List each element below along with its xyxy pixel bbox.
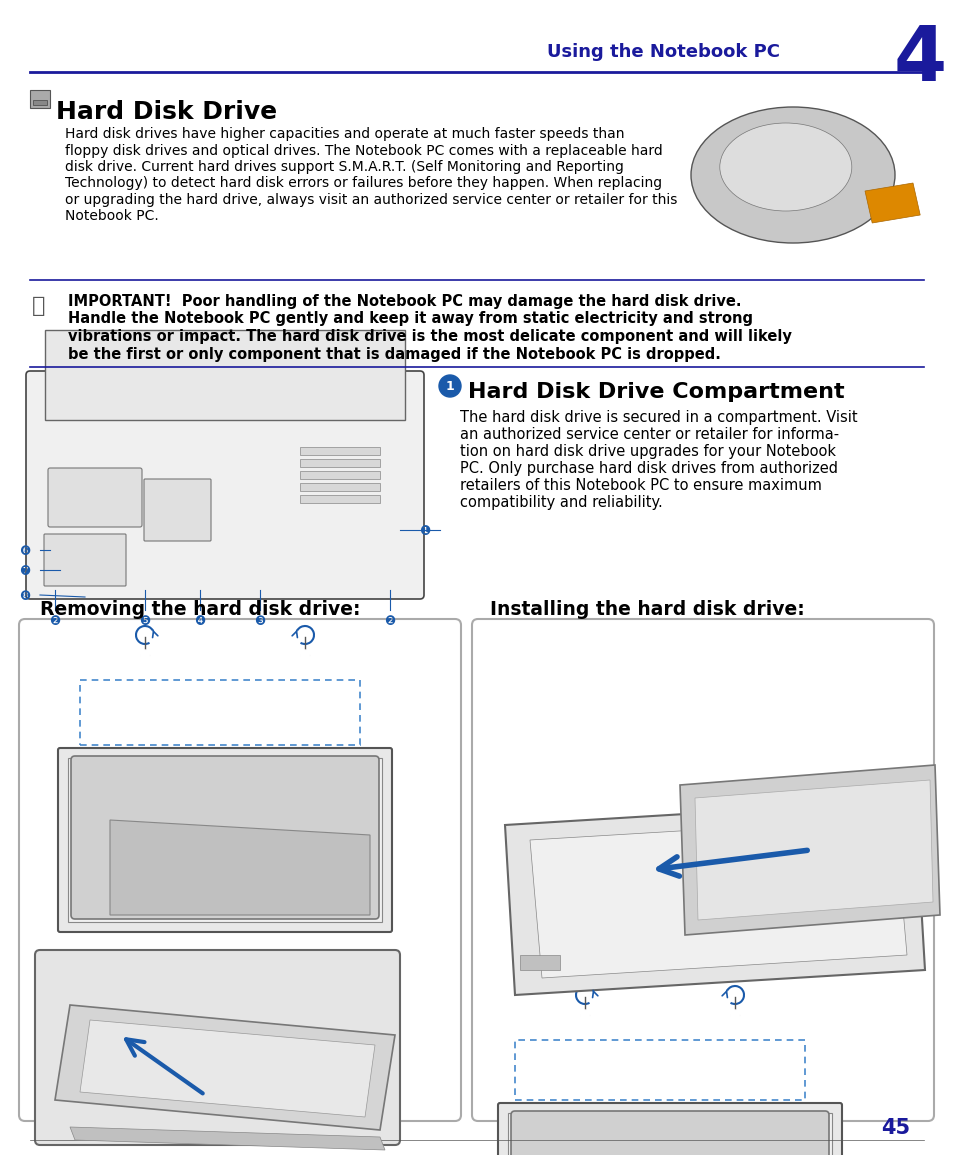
Text: Installing the hard disk drive:: Installing the hard disk drive: xyxy=(490,599,804,619)
Text: compatibility and reliability.: compatibility and reliability. xyxy=(459,495,662,511)
FancyBboxPatch shape xyxy=(19,619,460,1122)
Bar xyxy=(519,955,559,970)
Text: PC. Only purchase hard disk drives from authorized: PC. Only purchase hard disk drives from … xyxy=(459,461,837,476)
Text: ❽: ❽ xyxy=(19,590,30,603)
FancyBboxPatch shape xyxy=(26,371,423,599)
Bar xyxy=(30,90,50,109)
Text: disk drive. Current hard drives support S.M.A.R.T. (Self Monitoring and Reportin: disk drive. Current hard drives support … xyxy=(65,161,623,174)
Bar xyxy=(515,1040,804,1100)
Bar xyxy=(45,330,405,420)
Text: an authorized service center or retailer for informa-: an authorized service center or retailer… xyxy=(459,427,839,442)
Text: ❻: ❻ xyxy=(19,545,30,558)
FancyBboxPatch shape xyxy=(472,619,933,1122)
Text: 45: 45 xyxy=(880,1118,909,1138)
Polygon shape xyxy=(504,800,924,994)
Text: The hard disk drive is secured in a compartment. Visit: The hard disk drive is secured in a comp… xyxy=(459,410,857,425)
FancyBboxPatch shape xyxy=(58,748,392,932)
Bar xyxy=(507,1113,831,1155)
Bar xyxy=(299,471,379,479)
Text: Handle the Notebook PC gently and keep it away from static electricity and stron: Handle the Notebook PC gently and keep i… xyxy=(68,312,752,327)
Text: ❼: ❼ xyxy=(19,565,30,578)
FancyBboxPatch shape xyxy=(48,468,142,527)
Bar xyxy=(299,447,379,455)
Text: Hard Disk Drive: Hard Disk Drive xyxy=(56,100,276,124)
Text: ❷: ❷ xyxy=(384,614,395,628)
Text: 🖐: 🖐 xyxy=(32,296,46,316)
Text: ❸: ❸ xyxy=(254,614,265,628)
Text: Notebook PC.: Notebook PC. xyxy=(65,209,158,224)
Polygon shape xyxy=(679,765,939,936)
Text: ❺: ❺ xyxy=(139,614,151,628)
Bar xyxy=(299,483,379,491)
Bar xyxy=(299,459,379,467)
Text: ❷: ❷ xyxy=(50,614,61,628)
Polygon shape xyxy=(864,182,920,223)
Circle shape xyxy=(140,650,150,660)
Ellipse shape xyxy=(690,107,894,243)
Polygon shape xyxy=(110,820,370,915)
Polygon shape xyxy=(55,1005,395,1130)
Ellipse shape xyxy=(720,122,851,211)
Polygon shape xyxy=(695,780,932,921)
Text: ❹: ❹ xyxy=(194,614,206,628)
FancyArrowPatch shape xyxy=(659,850,806,877)
Bar xyxy=(80,680,359,745)
Text: vibrations or impact. The hard disk drive is the most delicate component and wil: vibrations or impact. The hard disk driv… xyxy=(68,329,791,344)
Text: tion on hard disk drive upgrades for your Notebook: tion on hard disk drive upgrades for you… xyxy=(459,444,835,459)
Text: Hard Disk Drive Compartment: Hard Disk Drive Compartment xyxy=(468,382,843,402)
FancyBboxPatch shape xyxy=(71,757,378,919)
Text: IMPORTANT!  Poor handling of the Notebook PC may damage the hard disk drive.: IMPORTANT! Poor handling of the Notebook… xyxy=(68,295,740,310)
FancyBboxPatch shape xyxy=(497,1103,841,1155)
FancyBboxPatch shape xyxy=(35,951,399,1145)
Text: retailers of this Notebook PC to ensure maximum: retailers of this Notebook PC to ensure … xyxy=(459,478,821,493)
Text: Removing the hard disk drive:: Removing the hard disk drive: xyxy=(40,599,360,619)
Text: or upgrading the hard drive, always visit an authorized service center or retail: or upgrading the hard drive, always visi… xyxy=(65,193,677,207)
Text: Using the Notebook PC: Using the Notebook PC xyxy=(546,43,780,61)
FancyBboxPatch shape xyxy=(44,534,126,586)
Polygon shape xyxy=(530,818,906,978)
Circle shape xyxy=(299,650,310,660)
Text: Technology) to detect hard disk errors or failures before they happen. When repl: Technology) to detect hard disk errors o… xyxy=(65,177,661,191)
Text: Hard disk drives have higher capacities and operate at much faster speeds than: Hard disk drives have higher capacities … xyxy=(65,127,624,141)
Text: be the first or only component that is damaged if the Notebook PC is dropped.: be the first or only component that is d… xyxy=(68,346,720,362)
Text: 1: 1 xyxy=(445,380,454,393)
Polygon shape xyxy=(70,1127,385,1150)
Bar xyxy=(299,495,379,502)
Circle shape xyxy=(438,375,460,397)
Text: ❶: ❶ xyxy=(419,526,430,538)
FancyBboxPatch shape xyxy=(144,479,211,541)
Bar xyxy=(68,758,381,922)
Text: floppy disk drives and optical drives. The Notebook PC comes with a replaceable : floppy disk drives and optical drives. T… xyxy=(65,143,662,157)
Text: 4: 4 xyxy=(893,23,945,97)
Circle shape xyxy=(729,1009,740,1020)
Bar xyxy=(33,100,47,105)
FancyBboxPatch shape xyxy=(511,1111,828,1155)
FancyArrowPatch shape xyxy=(126,1040,203,1094)
Polygon shape xyxy=(80,1020,375,1117)
Circle shape xyxy=(579,1009,589,1020)
